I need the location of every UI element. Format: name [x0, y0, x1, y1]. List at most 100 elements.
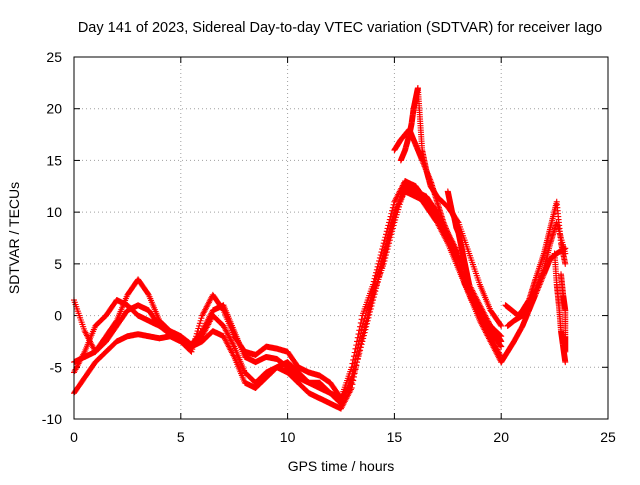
- data-point: [284, 359, 301, 375]
- data-point: [252, 370, 269, 386]
- data-point: [551, 250, 560, 286]
- series-track-10: [504, 219, 569, 329]
- data-point: [455, 219, 472, 255]
- data-point: [209, 312, 226, 329]
- data-point: [316, 384, 333, 396]
- data-point: [498, 343, 505, 350]
- data-point: [476, 307, 489, 324]
- y-tick-label: 10: [46, 204, 62, 220]
- data-point: [295, 364, 312, 376]
- data-point: [316, 395, 333, 407]
- data-point: [553, 219, 568, 255]
- x-tick-label: 5: [177, 429, 185, 445]
- x-tick-label: 0: [70, 429, 78, 445]
- data-point: [487, 333, 504, 359]
- series-track-12: [558, 271, 569, 355]
- y-tick-label: 0: [54, 308, 62, 324]
- data-point: [284, 348, 301, 370]
- y-tick-label: -5: [50, 359, 63, 375]
- data-point: [498, 322, 505, 329]
- data-point: [562, 250, 569, 257]
- data-point: [562, 348, 569, 355]
- data-point: [220, 322, 237, 349]
- data-point: [423, 198, 440, 220]
- data-point: [135, 312, 151, 324]
- axis-ticks: 0 5 10 15 20 25 -10 -5 0 5 10 15 20 25: [42, 49, 616, 445]
- data-point: [562, 359, 569, 366]
- data-point: [359, 294, 376, 340]
- data-point: [408, 106, 417, 128]
- data-point: [470, 297, 483, 313]
- data-point: [103, 324, 119, 345]
- data-point: [113, 333, 130, 345]
- y-axis-label: SDTVAR / TECUs: [6, 182, 22, 294]
- data-point: [135, 276, 151, 297]
- data-point: [519, 308, 532, 329]
- data-point: [487, 307, 504, 328]
- data-point: [434, 214, 451, 240]
- data-point: [338, 386, 354, 412]
- data-point: [434, 219, 451, 245]
- data-point: [380, 201, 397, 247]
- data-point: [81, 324, 98, 355]
- data-point: [483, 317, 498, 334]
- data-point: [252, 344, 269, 358]
- data-point: [553, 281, 562, 307]
- series-track-11: [551, 250, 569, 366]
- data-point: [419, 147, 430, 173]
- data-point: [81, 349, 98, 360]
- data-point: [397, 147, 408, 164]
- data-point: [167, 333, 184, 345]
- data-point: [284, 364, 301, 380]
- data-point: [476, 281, 493, 312]
- data-point: [540, 226, 553, 257]
- data-point: [135, 302, 151, 314]
- data-point: [113, 297, 130, 308]
- data-point: [231, 353, 248, 384]
- y-tick-label: 5: [54, 256, 62, 272]
- data-point: [103, 339, 119, 355]
- data-point: [466, 250, 483, 286]
- data-point: [145, 307, 162, 328]
- data-point: [487, 338, 504, 364]
- data-point: [423, 167, 434, 189]
- data-point: [402, 178, 418, 189]
- data-point: [423, 203, 440, 225]
- data-point: [498, 349, 511, 366]
- data-point: [562, 307, 569, 338]
- series-track-4: [71, 178, 505, 402]
- series-track-5: [391, 126, 505, 345]
- data-point: [504, 339, 517, 355]
- data-point: [434, 198, 447, 225]
- data-point: [402, 132, 413, 154]
- data-point: [199, 314, 216, 340]
- data-point: [305, 379, 322, 391]
- data-point: [547, 200, 560, 231]
- data-point: [491, 328, 504, 344]
- data-points: [71, 85, 569, 412]
- data-point: [476, 317, 493, 343]
- data-point: [359, 300, 376, 345]
- data-point: [92, 349, 109, 366]
- data-point: [391, 180, 408, 221]
- chart-title: Day 141 of 2023, Sidereal Day-to-day VTE…: [78, 20, 602, 36]
- data-point: [370, 258, 386, 304]
- data-point: [487, 328, 504, 349]
- data-point: [532, 267, 547, 293]
- data-point: [380, 217, 397, 262]
- data-point: [417, 116, 426, 151]
- data-point: [412, 183, 429, 204]
- data-point: [220, 333, 237, 359]
- data-point: [305, 390, 322, 401]
- y-tick-label: 15: [46, 152, 62, 168]
- data-point: [103, 318, 119, 340]
- data-point: [295, 379, 312, 396]
- plot-frame: [73, 56, 609, 420]
- data-point: [547, 220, 560, 247]
- data-point: [498, 338, 505, 345]
- x-tick-label: 15: [387, 429, 403, 445]
- data-point: [252, 375, 269, 391]
- data-point: [209, 302, 226, 314]
